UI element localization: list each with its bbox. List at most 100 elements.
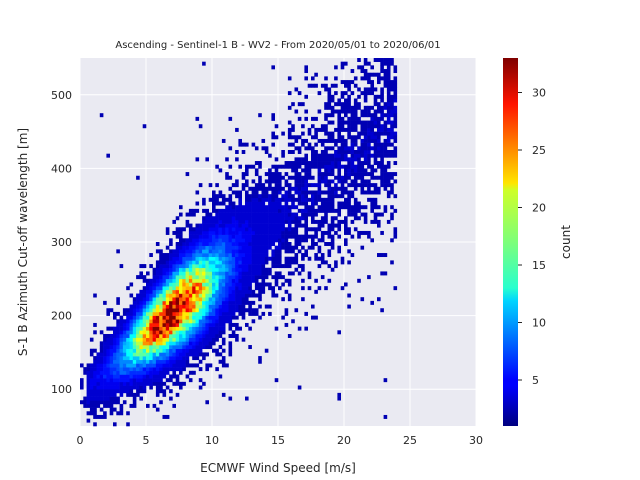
histogram-cell [261, 275, 266, 280]
histogram-cell [215, 245, 219, 250]
histogram-cell [287, 183, 292, 188]
histogram-cell [254, 168, 259, 173]
histogram-cell [175, 293, 180, 298]
histogram-cell [350, 138, 355, 143]
histogram-cell [218, 227, 223, 232]
histogram-cell [258, 179, 262, 184]
histogram-cell [245, 142, 249, 147]
histogram-cell [294, 146, 299, 151]
histogram-cell [83, 367, 87, 372]
histogram-cell [370, 120, 374, 125]
histogram-cell [165, 300, 170, 305]
histogram-cell [287, 234, 292, 239]
histogram-cell [340, 65, 345, 70]
histogram-cell [202, 311, 206, 316]
histogram-cell [327, 253, 332, 258]
histogram-cell [155, 315, 160, 320]
histogram-cell [106, 381, 110, 386]
histogram-cell [238, 289, 242, 294]
histogram-cell [363, 72, 368, 77]
histogram-cell [195, 348, 200, 353]
histogram-cell [155, 374, 160, 379]
histogram-cell [215, 289, 219, 294]
histogram-cell [159, 363, 163, 368]
histogram-cell [149, 304, 153, 309]
histogram-cell [258, 260, 262, 265]
histogram-cell [264, 230, 269, 235]
histogram-cell [301, 201, 305, 206]
histogram-cell [212, 234, 216, 239]
histogram-cell [231, 260, 236, 265]
histogram-cell [311, 315, 315, 320]
histogram-cell [208, 183, 213, 188]
histogram-cell [241, 256, 246, 261]
histogram-cell [192, 330, 196, 335]
histogram-cell [225, 260, 229, 265]
histogram-cell [363, 212, 368, 217]
histogram-cell [86, 381, 91, 386]
histogram-cell [291, 260, 295, 265]
histogram-cell [274, 326, 279, 331]
histogram-cell [324, 286, 328, 291]
histogram-cell [370, 72, 374, 77]
histogram-cell [116, 389, 120, 394]
histogram-cell [195, 157, 200, 162]
histogram-cell [380, 179, 384, 184]
histogram-cell [334, 223, 338, 228]
histogram-cell [386, 102, 391, 107]
histogram-cell [304, 249, 308, 254]
histogram-cell [380, 157, 384, 162]
histogram-cell [136, 363, 140, 368]
histogram-cell [169, 293, 173, 298]
histogram-cell [297, 234, 302, 239]
histogram-cell [195, 308, 200, 313]
histogram-cell [390, 127, 394, 132]
histogram-cell [363, 230, 368, 235]
histogram-cell [248, 286, 252, 291]
histogram-cell [245, 208, 249, 213]
histogram-cell [113, 334, 117, 338]
histogram-cell [231, 304, 236, 309]
histogram-cell [235, 275, 239, 280]
histogram-cell [380, 142, 384, 147]
histogram-cell [93, 385, 97, 390]
histogram-cell [357, 153, 361, 158]
histogram-cell [179, 385, 183, 390]
histogram-cell [235, 256, 239, 261]
histogram-cell [228, 396, 233, 401]
histogram-cell [235, 212, 239, 217]
histogram-cell [258, 282, 262, 287]
histogram-cell [132, 367, 137, 372]
histogram-cell [215, 271, 219, 276]
histogram-cell [347, 304, 351, 309]
histogram-cell [225, 264, 229, 269]
histogram-cell [221, 245, 226, 250]
histogram-cell [377, 131, 381, 136]
histogram-cell [254, 183, 259, 188]
histogram-cell [281, 150, 285, 154]
histogram-cell [304, 172, 308, 177]
histogram-cell [231, 234, 236, 239]
histogram-cell [337, 116, 341, 121]
histogram-cell [278, 216, 282, 221]
histogram-cell [363, 157, 368, 162]
histogram-cell [248, 249, 252, 254]
histogram-cell [179, 341, 183, 346]
histogram-cell [185, 289, 190, 294]
histogram-cell [268, 230, 272, 235]
histogram-cell [116, 326, 120, 331]
histogram-cell [304, 138, 308, 143]
histogram-cell [337, 208, 341, 213]
histogram-cell [139, 297, 143, 302]
histogram-cell [301, 253, 305, 258]
histogram-cell [93, 392, 97, 397]
colorbar-tick-label: 30 [532, 87, 546, 100]
histogram-cell [284, 322, 289, 327]
histogram-cell [241, 249, 246, 254]
histogram-cell [357, 146, 361, 151]
histogram-cell [245, 234, 249, 239]
histogram-cell [284, 242, 289, 246]
histogram-cell [383, 83, 388, 88]
histogram-cell [271, 219, 275, 224]
histogram-cell [268, 245, 272, 250]
